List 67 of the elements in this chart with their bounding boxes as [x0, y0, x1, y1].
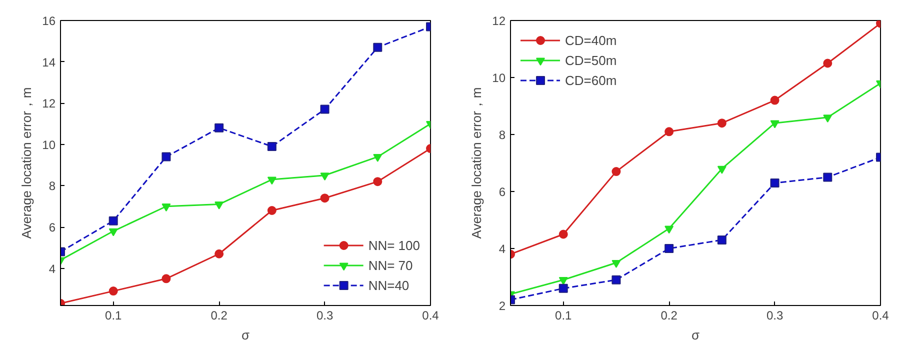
- y-tick-label: 10: [42, 138, 56, 152]
- point: [214, 249, 224, 258]
- x-tick-label: 0.2: [210, 308, 228, 322]
- x-tick-label: 0.3: [766, 308, 784, 322]
- point: [373, 42, 382, 52]
- y-tick-label: 6: [48, 220, 56, 235]
- point: [664, 226, 674, 234]
- point: [108, 228, 118, 236]
- x-tick-label: 0.1: [105, 308, 122, 322]
- point: [612, 275, 621, 284]
- point: [214, 201, 224, 210]
- y-tick-label: 2: [498, 299, 506, 313]
- point: [770, 120, 780, 128]
- point: [108, 216, 118, 226]
- y-tick-label: 6: [498, 185, 506, 199]
- y-tick-label: 8: [498, 128, 506, 142]
- point: [108, 286, 118, 296]
- point: [162, 152, 171, 162]
- y-tick-label: 12: [42, 96, 56, 111]
- point: [267, 206, 276, 215]
- x-tick-label: 0.4: [872, 308, 890, 322]
- point: [558, 230, 568, 239]
- point: [664, 127, 674, 136]
- legend-label: NN= 70: [368, 258, 413, 272]
- point: [320, 104, 330, 114]
- x-axis-title: σ: [241, 328, 250, 342]
- y-tick-label: 8: [48, 179, 56, 194]
- legend-label: NN=40: [368, 278, 410, 292]
- point: [770, 178, 780, 188]
- y-tick-label: 16: [42, 14, 56, 28]
- y-tick-label: 4: [498, 242, 506, 256]
- point: [823, 58, 832, 68]
- point: [823, 114, 832, 123]
- point: [320, 194, 330, 203]
- x-tick-label: 0.1: [555, 308, 572, 322]
- x-tick-label: 0.2: [660, 308, 678, 322]
- point: [717, 235, 726, 244]
- y-tick-label: 4: [48, 262, 56, 276]
- point: [612, 167, 621, 176]
- point: [373, 177, 382, 186]
- point: [162, 204, 171, 212]
- point: [612, 260, 621, 268]
- point: [558, 284, 568, 293]
- x-tick-label: 0.4: [422, 308, 440, 322]
- legend-label: NN= 100: [368, 238, 420, 252]
- point: [320, 172, 330, 181]
- x-axis-title: σ: [691, 328, 700, 342]
- point: [373, 154, 382, 162]
- y-tick-label: 12: [492, 14, 506, 28]
- legend-label: CD=60m: [565, 72, 617, 88]
- y-tick-label: 10: [492, 71, 506, 85]
- point: [664, 244, 674, 253]
- point: [214, 123, 224, 132]
- y-tick-label: 14: [42, 55, 56, 70]
- y-axis-title: Average location error，m: [469, 87, 484, 239]
- point: [267, 176, 276, 185]
- legend-label: CD=40m: [565, 32, 617, 48]
- point: [717, 118, 726, 128]
- point: [823, 172, 832, 182]
- x-tick-label: 0.3: [316, 308, 334, 322]
- point: [558, 277, 568, 285]
- point: [770, 96, 780, 105]
- point: [267, 142, 276, 151]
- legend-label: CD=50m: [565, 52, 617, 68]
- y-axis-title: Average location error，m: [19, 87, 34, 239]
- point: [162, 274, 171, 284]
- point: [717, 166, 726, 174]
